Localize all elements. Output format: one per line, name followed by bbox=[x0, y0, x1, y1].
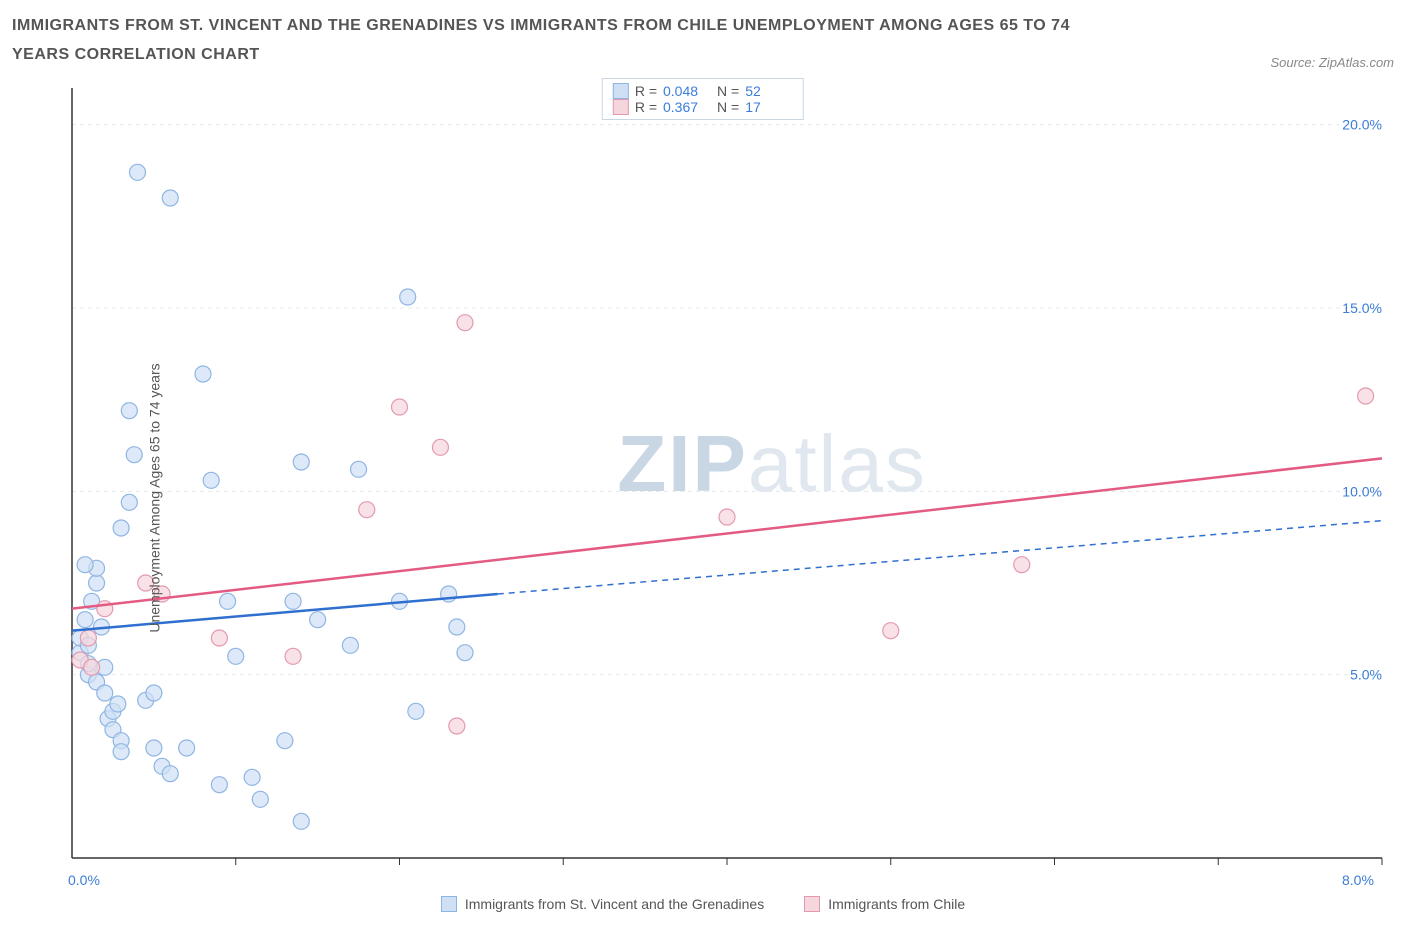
legend-swatch-icon bbox=[613, 83, 629, 99]
x-axis-min-label: 0.0% bbox=[68, 872, 100, 888]
stats-legend-row: R = 0.048 N = 52 bbox=[613, 83, 793, 99]
svg-text:10.0%: 10.0% bbox=[1342, 483, 1382, 499]
series-legend-item: Immigrants from Chile bbox=[804, 896, 965, 912]
n-label: N = bbox=[717, 99, 739, 115]
r-label: R = bbox=[635, 83, 657, 99]
stats-legend: R = 0.048 N = 52 R = 0.367 N = 17 bbox=[602, 78, 804, 120]
n-value: 17 bbox=[745, 99, 793, 115]
n-value: 52 bbox=[745, 83, 793, 99]
chart-header: IMMIGRANTS FROM ST. VINCENT AND THE GREN… bbox=[12, 12, 1394, 70]
r-value: 0.367 bbox=[663, 99, 711, 115]
chart-area: Unemployment Among Ages 65 to 74 years Z… bbox=[12, 78, 1394, 918]
series-name: Immigrants from St. Vincent and the Gren… bbox=[465, 896, 764, 912]
chart-title: IMMIGRANTS FROM ST. VINCENT AND THE GREN… bbox=[12, 12, 1112, 70]
y-axis-label: Unemployment Among Ages 65 to 74 years bbox=[147, 363, 163, 632]
svg-text:15.0%: 15.0% bbox=[1342, 300, 1382, 316]
x-axis-max-label: 8.0% bbox=[1342, 872, 1374, 888]
series-name: Immigrants from Chile bbox=[828, 896, 965, 912]
legend-swatch-icon bbox=[441, 896, 457, 912]
svg-text:5.0%: 5.0% bbox=[1350, 666, 1382, 682]
series-legend-item: Immigrants from St. Vincent and the Gren… bbox=[441, 896, 764, 912]
chart-source: Source: ZipAtlas.com bbox=[1270, 55, 1394, 70]
n-label: N = bbox=[717, 83, 739, 99]
r-value: 0.048 bbox=[663, 83, 711, 99]
r-label: R = bbox=[635, 99, 657, 115]
scatter-plot-svg: 5.0% 10.0% 15.0% 20.0% bbox=[12, 78, 1394, 918]
legend-swatch-icon bbox=[804, 896, 820, 912]
svg-text:20.0%: 20.0% bbox=[1342, 116, 1382, 132]
series-legend: Immigrants from St. Vincent and the Gren… bbox=[12, 896, 1394, 912]
legend-swatch-icon bbox=[613, 99, 629, 115]
stats-legend-row: R = 0.367 N = 17 bbox=[613, 99, 793, 115]
